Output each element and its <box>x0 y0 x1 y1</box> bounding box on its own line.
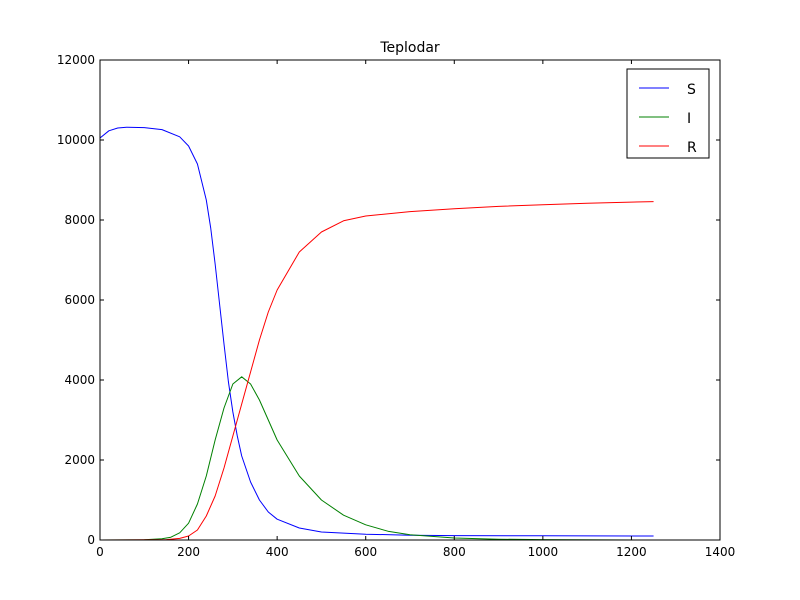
series-line-s <box>99 126 654 537</box>
x-tick-label: 1000 <box>528 545 559 559</box>
y-tick-label: 2000 <box>64 453 95 467</box>
x-tick-label: 400 <box>266 545 289 559</box>
legend-label-r: R <box>687 140 697 156</box>
chart-title: Teplodar <box>379 40 440 56</box>
x-tick-label: 0 <box>96 545 104 559</box>
y-tick-label: 0 <box>87 533 95 547</box>
x-tick-label: 800 <box>443 545 466 559</box>
ticks-layer: 0 200 400 600 800 1000 1200 1400 0 2000 4000 6000 80… <box>57 53 735 559</box>
y-tick-label: 12000 <box>57 53 95 67</box>
y-tick-label: 4000 <box>64 373 95 387</box>
series-line-r <box>99 201 654 541</box>
legend-label-i: I <box>687 111 691 127</box>
plot-frame <box>99 59 721 541</box>
y-tick-label: 6000 <box>64 293 95 307</box>
legend-box <box>626 68 710 159</box>
x-tick-label: 1400 <box>705 545 736 559</box>
x-tick-label: 600 <box>354 545 377 559</box>
y-tick-label: 8000 <box>64 213 95 227</box>
x-tick-label: 1200 <box>616 545 647 559</box>
series-layer <box>99 126 654 541</box>
legend: SIR <box>626 68 710 159</box>
plot-area <box>100 60 720 540</box>
legend-label-s: S <box>687 82 696 98</box>
x-tick-label: 200 <box>177 545 200 559</box>
series-line-i <box>99 376 654 541</box>
y-tick-label: 10000 <box>57 133 95 147</box>
